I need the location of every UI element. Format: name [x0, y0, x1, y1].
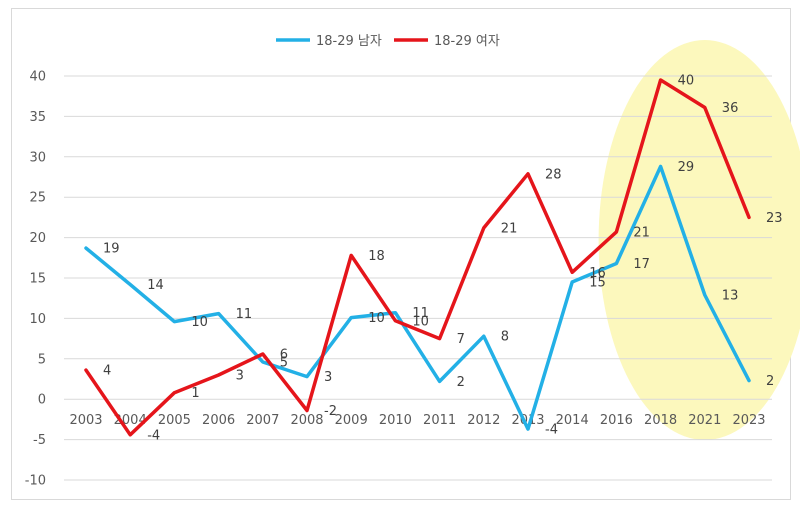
data-label: 21 — [501, 221, 518, 236]
x-tick-label: 2008 — [290, 413, 323, 428]
data-label: 11 — [412, 306, 429, 321]
y-tick-label: 30 — [29, 150, 46, 165]
data-label: 1 — [191, 386, 199, 401]
data-label: 7 — [457, 332, 465, 347]
data-label: 16 — [589, 266, 606, 281]
y-tick-label: -5 — [33, 433, 46, 448]
y-tick-label: 40 — [29, 70, 46, 85]
y-tick-label: 25 — [29, 191, 46, 206]
series-line-male — [84, 164, 751, 431]
data-label: 3 — [324, 370, 332, 385]
data-label: 10 — [368, 311, 385, 326]
data-label: -4 — [545, 423, 558, 438]
x-tick-label: 2005 — [158, 413, 191, 428]
x-tick-label: 2023 — [732, 413, 765, 428]
data-label: 10 — [191, 315, 208, 330]
y-tick-label: 0 — [38, 393, 46, 408]
legend-label-female: 18-29 여자 — [434, 34, 500, 49]
x-tick-label: 2003 — [69, 413, 102, 428]
data-label: -4 — [147, 428, 160, 443]
highlight-ellipse — [598, 40, 800, 440]
data-label: 5 — [280, 356, 288, 371]
data-label: 6 — [280, 347, 288, 362]
x-tick-label: 2021 — [688, 413, 721, 428]
data-label: 23 — [766, 211, 783, 226]
data-label: 10 — [412, 314, 429, 329]
data-label: 28 — [545, 167, 562, 182]
x-tick-label: 2016 — [600, 413, 633, 428]
data-label: 19 — [103, 242, 120, 257]
data-label: 36 — [722, 101, 739, 116]
data-label: 4 — [103, 364, 111, 379]
data-label: 29 — [678, 160, 695, 175]
data-label: 40 — [678, 74, 695, 89]
data-label: 11 — [236, 307, 253, 322]
series-layer — [84, 78, 751, 437]
y-tick-label: 35 — [29, 110, 46, 125]
x-tick-label: 2012 — [467, 413, 500, 428]
x-tick-label: 2011 — [423, 413, 456, 428]
y-axis-ticks: -10 -5 0 5 10 15 20 25 30 35 40 — [25, 70, 46, 489]
data-label: 21 — [633, 225, 650, 240]
y-tick-label: 20 — [29, 231, 46, 246]
x-tick-label: 2006 — [202, 413, 235, 428]
x-tick-label: 2010 — [379, 413, 412, 428]
x-tick-label: 2007 — [246, 413, 279, 428]
data-label: 14 — [147, 278, 164, 293]
x-tick-label: 2013 — [511, 413, 544, 428]
data-label: 15 — [589, 276, 606, 291]
y-tick-label: -10 — [25, 474, 46, 489]
data-label: 2 — [766, 374, 774, 389]
gridlines — [64, 75, 772, 481]
x-tick-label: 2014 — [556, 413, 589, 428]
y-tick-label: 15 — [29, 272, 46, 287]
y-tick-label: 5 — [38, 352, 46, 367]
data-label: 8 — [501, 330, 509, 345]
data-label: 17 — [633, 257, 650, 272]
y-tick-label: 10 — [29, 312, 46, 327]
legend-label-male: 18-29 남자 — [316, 34, 382, 49]
series-line-female — [84, 78, 751, 437]
data-label: 3 — [236, 368, 244, 383]
highlight-layer — [598, 40, 800, 440]
data-label: -2 — [324, 404, 337, 419]
x-axis-ticks: 2003 2004 2005 2006 2007 2008 2009 2010 2011 2012… — [69, 413, 765, 428]
x-tick-label: 2018 — [644, 413, 677, 428]
data-label: 2 — [457, 375, 465, 390]
data-label: 13 — [722, 288, 739, 303]
data-label: 18 — [368, 249, 385, 264]
x-tick-label: 2009 — [335, 413, 368, 428]
legend[interactable]: 18-29 남자 18-29 여자 — [276, 34, 500, 49]
